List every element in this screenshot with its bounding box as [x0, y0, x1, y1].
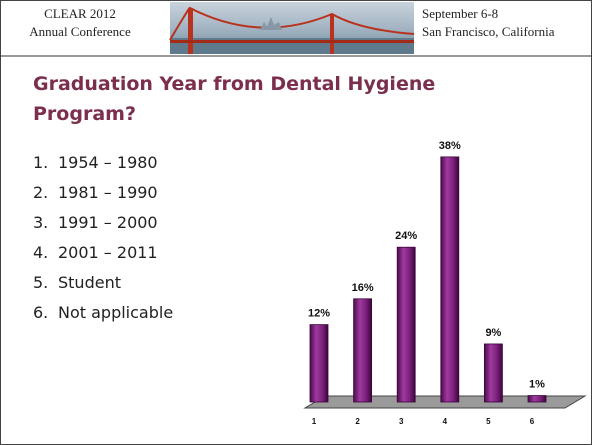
value-label: 16%	[352, 282, 374, 294]
header-left: CLEAR 2012	[44, 6, 116, 21]
list-number: 4.	[33, 243, 48, 262]
x-tick-label: 3	[399, 417, 404, 426]
list-text: Student	[58, 273, 121, 292]
list-text: 1991 – 2000	[58, 213, 158, 232]
x-tick-label: 5	[486, 417, 491, 426]
slide-title: Graduation Year from Dental Hygiene	[33, 73, 435, 95]
bar	[527, 395, 547, 403]
list-text: 1954 – 1980	[58, 153, 158, 172]
bar	[309, 324, 329, 403]
x-tick-label: 4	[443, 417, 448, 426]
bar	[440, 156, 460, 403]
header-photo	[169, 2, 415, 54]
header-left: Annual Conference	[29, 24, 131, 39]
value-label: 1%	[529, 379, 545, 391]
list-text: Not applicable	[58, 303, 173, 322]
slide-title: Program?	[33, 103, 136, 125]
bar	[353, 298, 373, 403]
list-text: 2001 – 2011	[58, 243, 158, 262]
value-label: 24%	[395, 230, 417, 242]
list-number: 6.	[33, 303, 48, 322]
list-number: 2.	[33, 183, 48, 202]
list-text: 1981 – 1990	[58, 183, 158, 202]
header-right: San Francisco, California	[422, 24, 555, 39]
bar	[483, 343, 503, 403]
list-number: 3.	[33, 213, 48, 232]
x-tick-label: 2	[355, 417, 360, 426]
bar	[396, 246, 416, 403]
header-right: September 6-8	[422, 6, 498, 21]
list: 1. 1954 – 1980 2. 1981 – 1990 3. 1991 – 2000 4…	[33, 153, 173, 322]
x-tick-label: 1	[312, 417, 317, 426]
list-number: 5.	[33, 273, 48, 292]
value-label: 12%	[308, 308, 330, 320]
value-label: 38%	[439, 140, 461, 152]
x-tick-label: 6	[530, 417, 535, 426]
list-number: 1.	[33, 153, 48, 172]
value-label: 9%	[485, 327, 501, 339]
chart: 12% 1 16% 2 24% 3 38% 4 9% 5 1% 6	[308, 140, 547, 426]
